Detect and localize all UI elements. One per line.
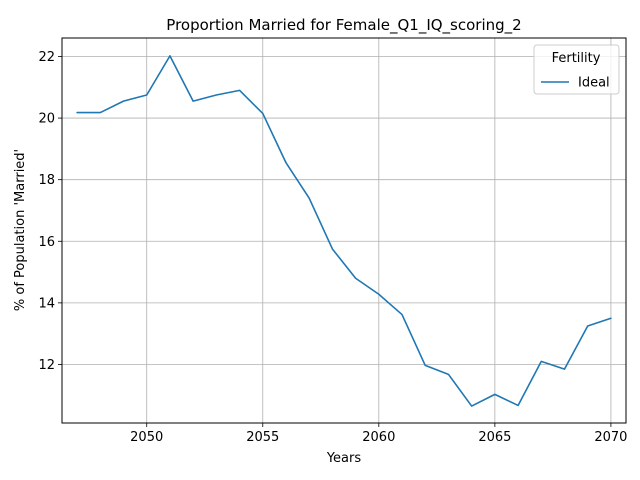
x-tick-label: 2050	[130, 430, 163, 445]
y-tick-label: 14	[38, 296, 55, 311]
legend-title: Fertility	[552, 51, 601, 66]
y-axis-label: % of Population 'Married'	[13, 149, 28, 311]
x-tick-label: 2070	[594, 430, 627, 445]
series-layer	[76, 55, 612, 407]
y-tick-label: 16	[38, 235, 55, 250]
x-tick-label: 2065	[478, 430, 511, 445]
chart-title: Proportion Married for Female_Q1_IQ_scor…	[166, 16, 521, 35]
y-tick-label: 18	[38, 173, 55, 188]
axes-ticks: 2050 2055 2060 2065 2070 12 14 16 18 20 22	[38, 50, 627, 445]
legend-label-ideal: Ideal	[578, 76, 610, 91]
y-tick-label: 20	[38, 112, 55, 127]
legend: Fertility Ideal	[533, 44, 620, 95]
series-line-ideal	[76, 55, 612, 407]
x-axis-label: Years	[326, 451, 362, 466]
y-tick-label: 12	[38, 358, 55, 373]
x-tick-label: 2055	[246, 430, 279, 445]
y-tick-label: 22	[38, 50, 55, 65]
grid	[62, 38, 626, 423]
x-tick-label: 2060	[362, 430, 395, 445]
plot-area-frame	[61, 37, 627, 424]
